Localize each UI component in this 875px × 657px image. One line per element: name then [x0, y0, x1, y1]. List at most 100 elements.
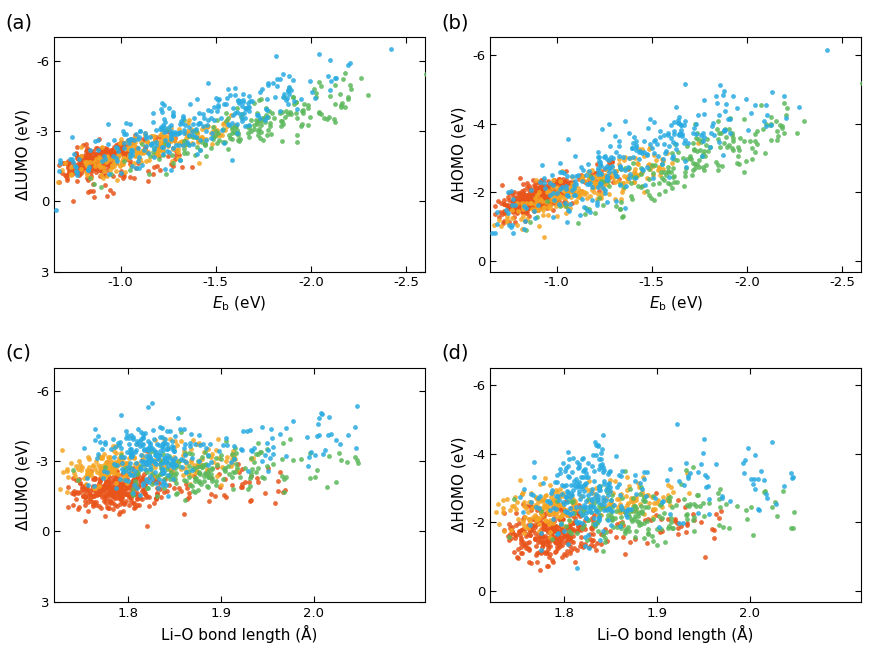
Point	[124, 451, 138, 462]
Point	[564, 490, 578, 501]
Point	[93, 156, 107, 166]
Point	[135, 486, 149, 496]
Point	[93, 437, 107, 447]
Point	[194, 453, 208, 464]
Point	[536, 511, 550, 522]
Point	[103, 484, 117, 494]
Point	[178, 463, 192, 473]
Point	[114, 141, 128, 151]
Point	[596, 492, 610, 503]
Point	[748, 135, 762, 146]
Point	[577, 171, 591, 182]
Point	[696, 146, 710, 156]
Point	[34, 186, 48, 196]
Point	[92, 158, 106, 169]
Point	[597, 498, 611, 509]
Point	[542, 210, 556, 220]
Point	[118, 478, 132, 488]
Point	[214, 113, 228, 124]
Point	[620, 503, 634, 514]
Point	[242, 91, 256, 101]
Point	[601, 175, 615, 186]
Point	[123, 149, 137, 160]
Point	[584, 185, 598, 195]
Point	[67, 471, 81, 482]
Point	[558, 521, 572, 532]
Point	[136, 147, 150, 158]
Point	[628, 532, 642, 542]
Point	[648, 135, 662, 145]
Point	[790, 127, 804, 138]
Point	[593, 535, 607, 545]
Point	[197, 439, 211, 449]
Point	[696, 165, 710, 175]
Point	[103, 496, 117, 507]
Point	[314, 109, 328, 120]
Point	[228, 442, 242, 453]
Point	[671, 476, 685, 486]
Point	[139, 133, 153, 143]
Point	[215, 124, 229, 135]
Point	[209, 125, 223, 135]
Point	[74, 164, 88, 174]
Point	[185, 444, 199, 455]
Point	[578, 504, 592, 514]
Point	[143, 452, 157, 463]
Point	[543, 522, 557, 533]
Point	[196, 459, 210, 470]
Point	[94, 453, 108, 463]
Point	[537, 190, 551, 200]
Point	[229, 121, 243, 131]
Point	[581, 505, 595, 516]
Point	[100, 469, 114, 480]
Point	[605, 162, 619, 172]
Point	[114, 487, 128, 497]
Point	[503, 522, 517, 533]
Point	[109, 141, 123, 152]
Point	[556, 509, 570, 520]
Point	[159, 439, 173, 449]
Point	[240, 121, 254, 131]
Point	[99, 459, 113, 469]
Point	[593, 168, 607, 179]
Point	[218, 474, 232, 484]
Point	[732, 158, 746, 169]
Point	[634, 181, 648, 192]
Point	[690, 127, 704, 138]
Point	[148, 474, 162, 484]
Point	[560, 546, 574, 556]
Point	[115, 410, 129, 420]
Point	[599, 171, 613, 182]
Point	[122, 492, 136, 503]
Point	[718, 125, 732, 135]
Point	[153, 459, 167, 470]
Point	[713, 484, 727, 495]
Point	[277, 112, 291, 122]
Point	[141, 147, 155, 157]
Point	[530, 190, 544, 200]
Point	[664, 120, 678, 130]
Point	[156, 463, 170, 474]
Point	[536, 536, 550, 547]
Point	[661, 148, 675, 158]
Point	[679, 509, 693, 520]
Point	[641, 174, 655, 185]
Point	[92, 487, 106, 497]
Point	[349, 455, 363, 465]
Point	[505, 200, 519, 210]
Point	[687, 514, 701, 525]
Point	[522, 497, 536, 507]
Point	[114, 493, 128, 504]
Point	[110, 150, 124, 161]
Point	[61, 501, 75, 512]
Point	[249, 466, 263, 477]
Point	[108, 464, 122, 474]
Point	[707, 524, 721, 535]
Point	[225, 448, 239, 459]
Point	[139, 492, 153, 503]
Point	[529, 190, 543, 200]
Point	[514, 489, 528, 500]
Point	[559, 492, 573, 503]
Point	[590, 518, 604, 528]
Point	[112, 141, 126, 151]
